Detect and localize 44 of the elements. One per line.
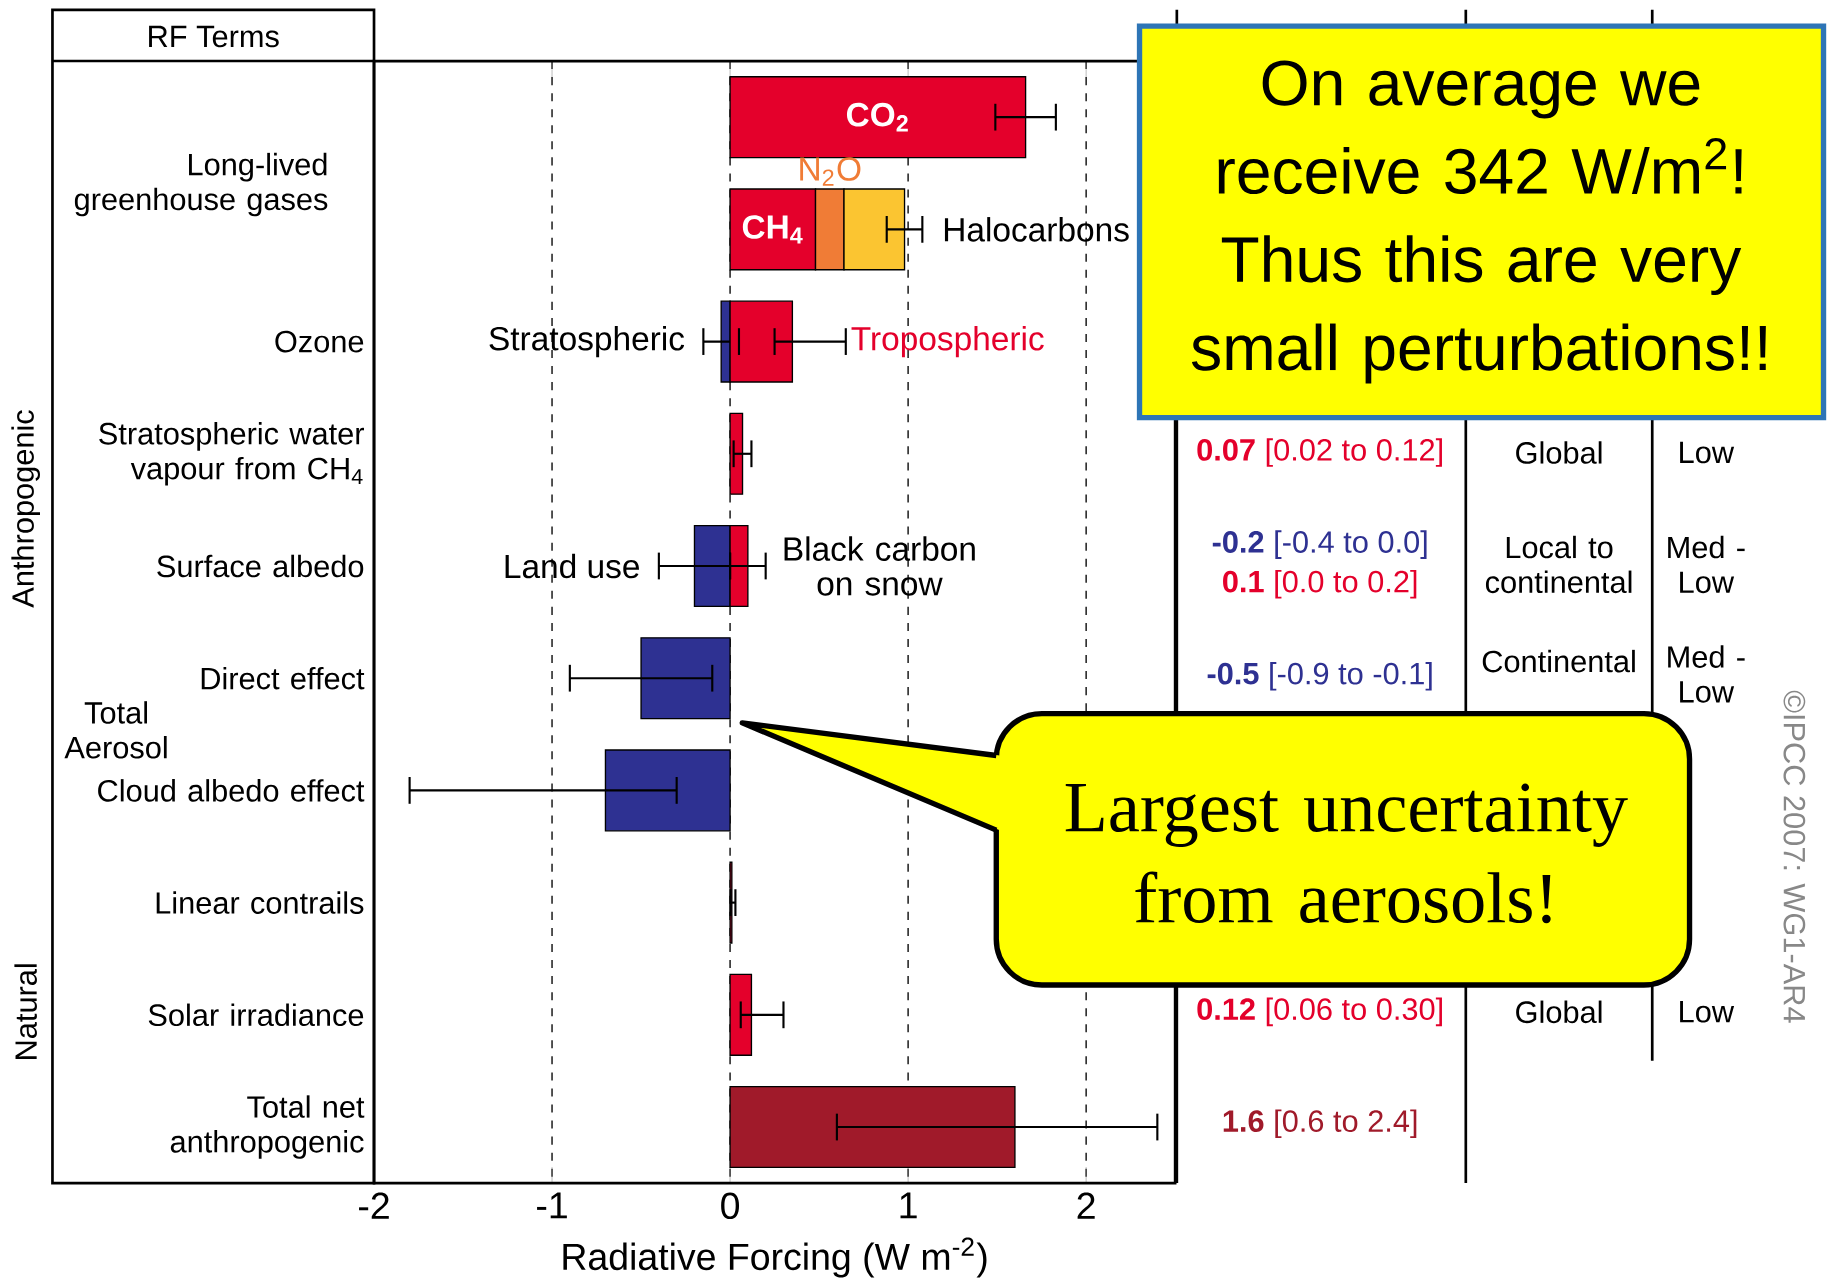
y-tick-label: Solar irradiance <box>148 1003 364 1027</box>
text: -0.5 [-0.9 to -0.1] <box>1207 661 1432 691</box>
y-tick-label: Linear contrails <box>156 891 364 914</box>
series-label: Land use <box>505 553 639 579</box>
y-tick-label: Direct effect <box>201 666 365 690</box>
text: ©IPCC 2007: WG1-AR4 <box>1783 690 1806 1023</box>
text: Global <box>1516 441 1602 464</box>
x-tick-label: -2 <box>359 1192 389 1219</box>
text: Anthropogenic <box>11 410 40 608</box>
y-tick-label: Stratospheric water vapour from CH$_{4}$ <box>99 422 365 486</box>
text: Continental <box>1482 649 1635 673</box>
text: 1.6 [0.6 to 2.4] <box>1223 1109 1417 1139</box>
text: 0.07 [0.02 to 0.12] <box>1197 438 1442 467</box>
text: Natural <box>14 964 37 1059</box>
annotation: Largest uncertainty from aerosols! <box>1065 783 1628 924</box>
y-tick-label: Ozone <box>275 330 364 353</box>
x-tick-label: 0 <box>721 1192 740 1220</box>
text: RF Terms <box>149 25 279 48</box>
x-tick-label: -1 <box>537 1192 567 1219</box>
y-tick-label: Cloud albedo effect <box>98 779 365 802</box>
y-tick-label: Surface albedo <box>157 554 364 578</box>
text: Global <box>1516 1000 1602 1024</box>
series-label: Halocarbons <box>944 217 1129 242</box>
series-label: N$_{2}$O <box>800 157 861 186</box>
text: Total Aerosol <box>64 701 167 759</box>
series-label: Black carbon on snow <box>784 536 975 596</box>
series-label: Tropospheric <box>851 325 1044 358</box>
text: Low <box>1680 1001 1735 1023</box>
y-tick-label: Total net anthropogenic <box>170 1095 365 1159</box>
series-label: CH$_{4}$ <box>742 215 803 244</box>
text: Long-lived greenhouse gases <box>74 152 328 217</box>
series-label: Stratospheric <box>489 325 685 358</box>
x-tick-label: 1 <box>900 1192 917 1219</box>
text: Med - Low <box>1668 535 1745 594</box>
text: -0.2 [-0.4 to 0.0] <box>1212 530 1427 559</box>
series-label: CO$_{2}$ <box>846 102 908 132</box>
text: On average we receive 342 W/m$^{2}$! Thus this are very small perturbations!! <box>1191 60 1766 384</box>
text: Med - Low <box>1668 645 1745 703</box>
text: 0.12 [0.06 to 0.30] <box>1197 997 1442 1027</box>
text: Local to continental <box>1485 535 1632 594</box>
text: Low <box>1680 441 1735 464</box>
x-tick-label: 2 <box>1077 1192 1095 1219</box>
text: 0.1 [0.0 to 0.2] <box>1223 569 1417 599</box>
x-axis-title: Radiative Forcing (W m$^{-2}$) <box>563 1237 987 1278</box>
